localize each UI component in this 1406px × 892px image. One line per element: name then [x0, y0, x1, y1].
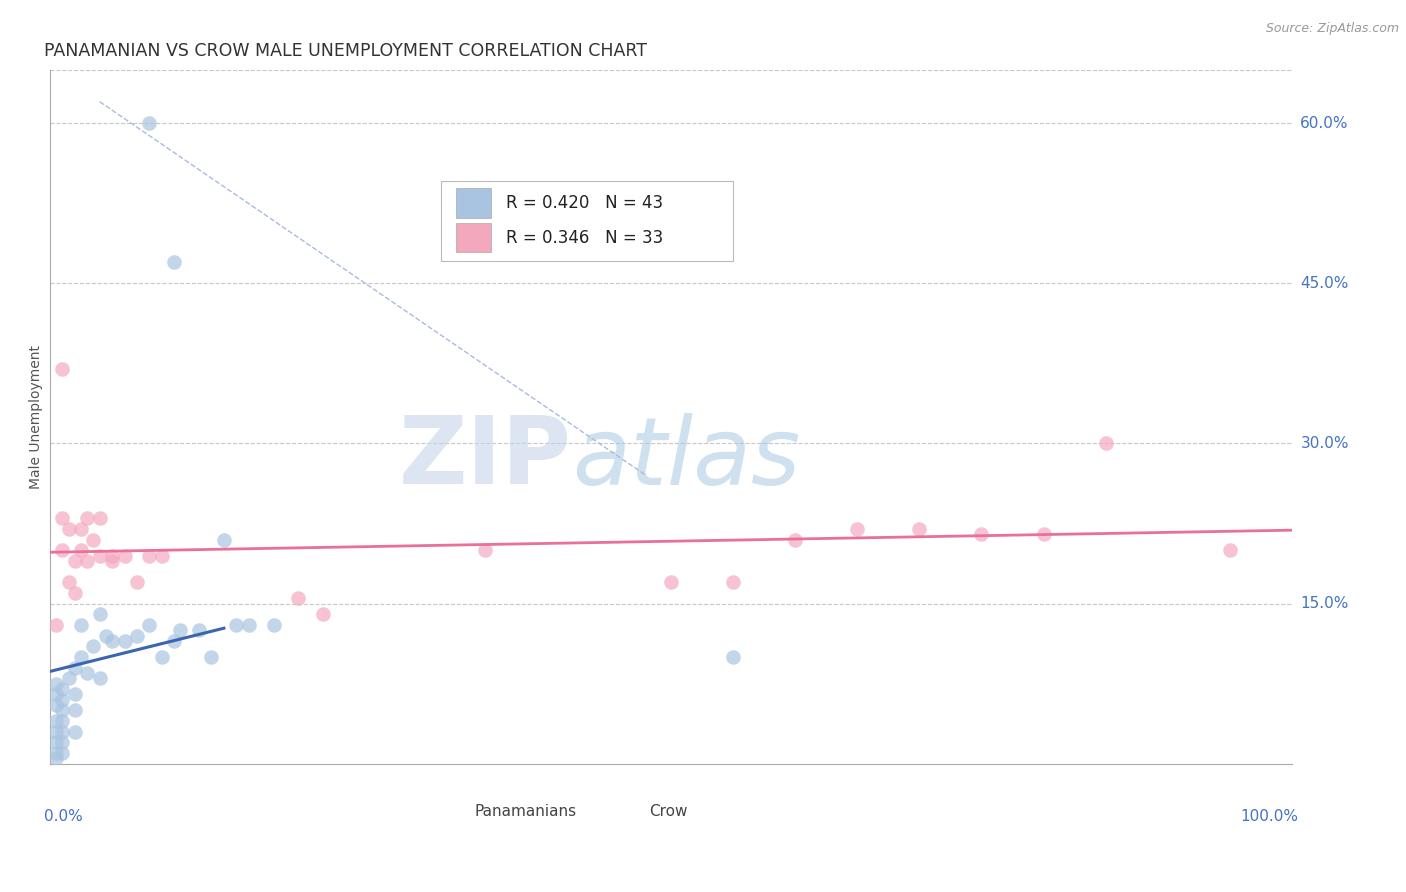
- Point: [150, 549, 173, 563]
- Point: [101, 549, 124, 563]
- Point: [51, 511, 73, 525]
- Point: [908, 522, 931, 536]
- Point: [63, 661, 86, 675]
- Text: Crow: Crow: [648, 805, 688, 819]
- Point: [138, 549, 160, 563]
- Text: 30.0%: 30.0%: [1301, 436, 1348, 451]
- Point: [45, 751, 67, 765]
- Point: [63, 687, 86, 701]
- Point: [225, 618, 247, 632]
- Point: [150, 650, 173, 665]
- Point: [188, 624, 211, 638]
- Point: [138, 618, 160, 632]
- Point: [45, 714, 67, 728]
- Point: [263, 618, 285, 632]
- Text: 100.0%: 100.0%: [1240, 809, 1298, 824]
- Point: [51, 714, 73, 728]
- Point: [163, 634, 186, 648]
- Point: [45, 677, 67, 691]
- Point: [287, 591, 309, 606]
- Point: [70, 650, 93, 665]
- Point: [45, 724, 67, 739]
- Y-axis label: Male Unemployment: Male Unemployment: [30, 344, 44, 489]
- Point: [1032, 527, 1054, 541]
- Point: [200, 650, 222, 665]
- Text: R = 0.420   N = 43: R = 0.420 N = 43: [506, 194, 664, 212]
- FancyBboxPatch shape: [441, 181, 733, 260]
- Text: 15.0%: 15.0%: [1301, 596, 1348, 611]
- Point: [89, 549, 111, 563]
- FancyBboxPatch shape: [614, 801, 643, 822]
- Point: [125, 575, 148, 590]
- Point: [51, 735, 73, 749]
- Point: [51, 361, 73, 376]
- Point: [45, 687, 67, 701]
- Point: [163, 255, 186, 269]
- Point: [82, 533, 104, 547]
- Point: [76, 666, 98, 681]
- Point: [114, 549, 136, 563]
- Point: [785, 533, 807, 547]
- Point: [89, 672, 111, 686]
- FancyBboxPatch shape: [456, 223, 491, 252]
- Point: [51, 724, 73, 739]
- Point: [45, 746, 67, 760]
- Point: [114, 634, 136, 648]
- Text: R = 0.346   N = 33: R = 0.346 N = 33: [506, 228, 664, 247]
- Point: [125, 629, 148, 643]
- Point: [58, 672, 80, 686]
- Point: [51, 543, 73, 558]
- Point: [63, 554, 86, 568]
- Text: atlas: atlas: [572, 413, 800, 504]
- Text: 0.0%: 0.0%: [44, 809, 83, 824]
- Point: [138, 116, 160, 130]
- Point: [63, 586, 86, 600]
- Point: [58, 575, 80, 590]
- Point: [1219, 543, 1241, 558]
- Point: [212, 533, 235, 547]
- Point: [1094, 436, 1116, 450]
- Point: [51, 682, 73, 697]
- Point: [238, 618, 260, 632]
- Point: [94, 629, 117, 643]
- Text: Panamanians: Panamanians: [475, 805, 576, 819]
- Point: [51, 692, 73, 706]
- Point: [76, 511, 98, 525]
- Text: PANAMANIAN VS CROW MALE UNEMPLOYMENT CORRELATION CHART: PANAMANIAN VS CROW MALE UNEMPLOYMENT COR…: [44, 42, 647, 60]
- Point: [63, 703, 86, 717]
- Point: [721, 650, 744, 665]
- Point: [76, 554, 98, 568]
- FancyBboxPatch shape: [456, 188, 491, 218]
- Point: [169, 624, 191, 638]
- Point: [70, 543, 93, 558]
- Text: ZIP: ZIP: [399, 412, 572, 504]
- Point: [51, 746, 73, 760]
- Point: [82, 640, 104, 654]
- Point: [89, 607, 111, 622]
- Point: [89, 511, 111, 525]
- Point: [45, 618, 67, 632]
- Text: 45.0%: 45.0%: [1301, 276, 1348, 291]
- Point: [659, 575, 682, 590]
- Point: [70, 618, 93, 632]
- Point: [45, 735, 67, 749]
- FancyBboxPatch shape: [441, 801, 468, 822]
- Point: [312, 607, 335, 622]
- Point: [63, 724, 86, 739]
- Point: [51, 703, 73, 717]
- Point: [70, 522, 93, 536]
- Point: [101, 634, 124, 648]
- Point: [721, 575, 744, 590]
- Text: Source: ZipAtlas.com: Source: ZipAtlas.com: [1265, 22, 1399, 36]
- Point: [474, 543, 496, 558]
- Point: [101, 554, 124, 568]
- Point: [45, 698, 67, 712]
- Point: [970, 527, 993, 541]
- Point: [846, 522, 869, 536]
- Point: [58, 522, 80, 536]
- Text: 60.0%: 60.0%: [1301, 116, 1348, 130]
